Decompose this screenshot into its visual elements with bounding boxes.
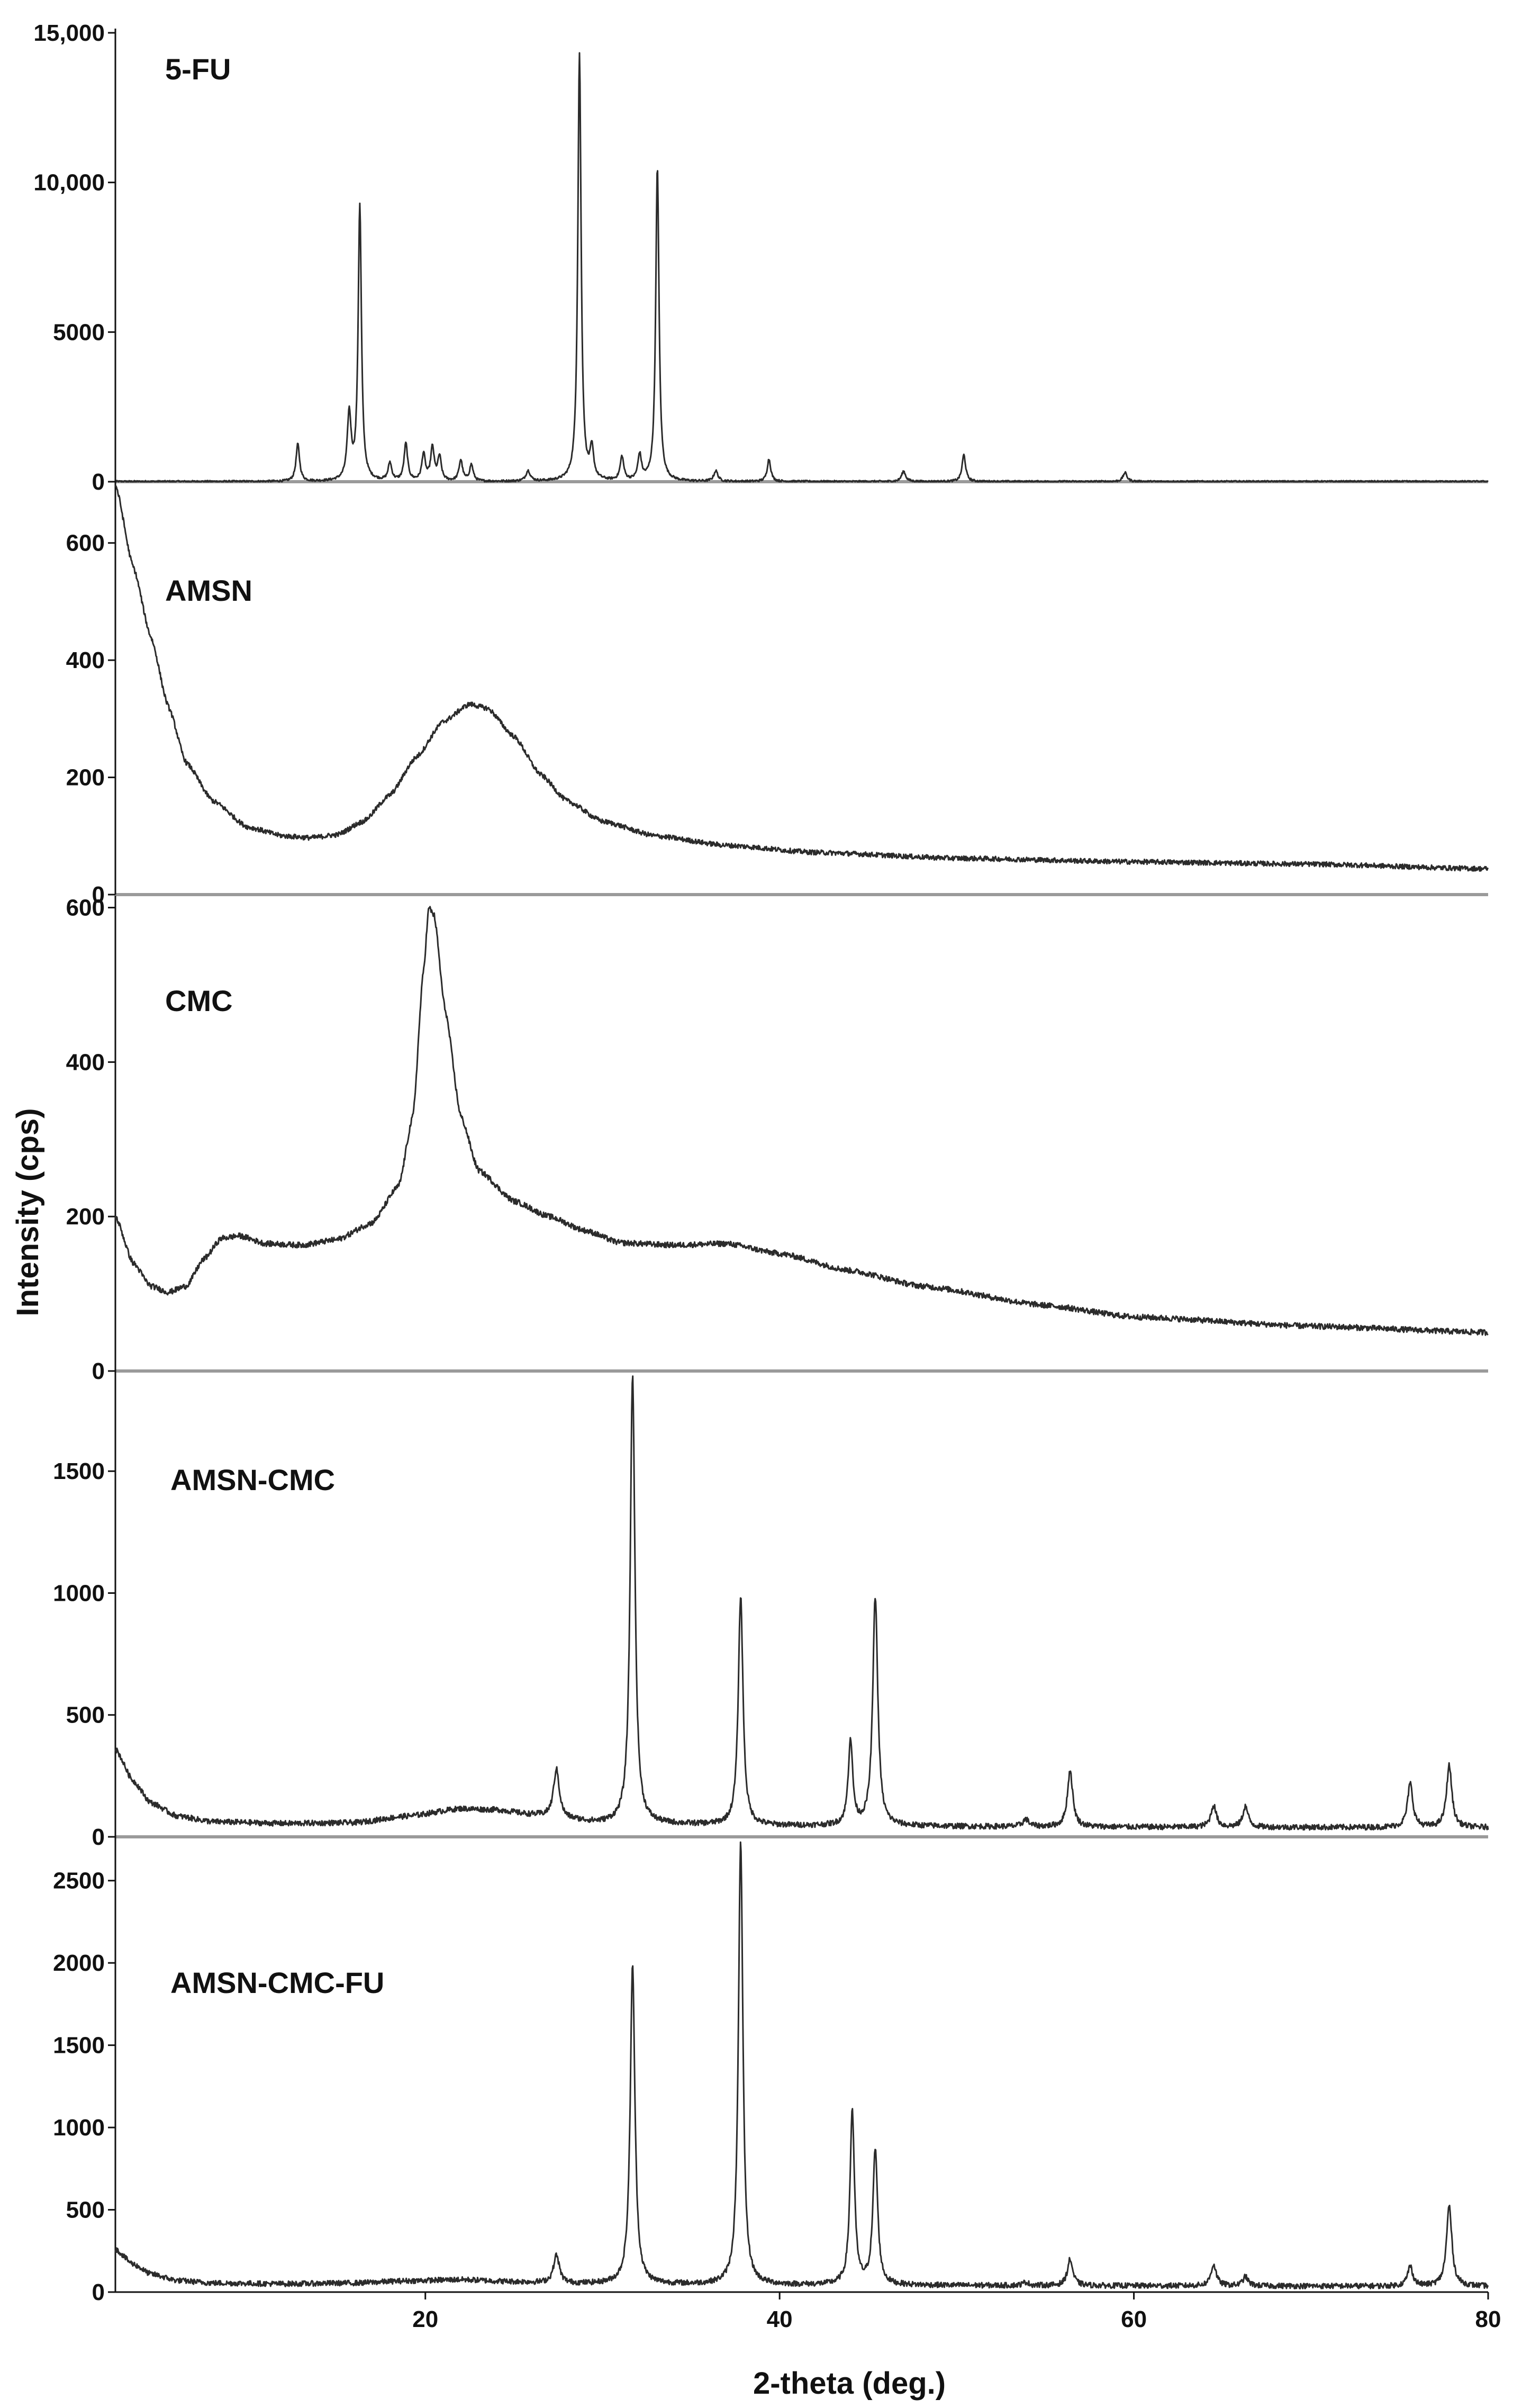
y-tick-label: 10,000 (33, 170, 105, 196)
panel-label: CMC (165, 984, 233, 1017)
y-tick-label: 5000 (53, 319, 105, 345)
y-tick-label: 600 (66, 895, 105, 921)
panel-5-fu: 0 5000 10,000 15,000 5-FU (33, 20, 1489, 495)
y-tick-label: 0 (92, 882, 105, 908)
series-line-amsn (114, 485, 1489, 872)
y-tick-label: 400 (66, 647, 105, 673)
x-tick-label: 20 (412, 2306, 438, 2332)
y-tick-label: 0 (92, 1358, 105, 1384)
y-tick-label: 1000 (53, 2115, 105, 2141)
y-tick-label: 1000 (53, 1580, 105, 1606)
panel-amsn-cmc-fu: 0 500 1000 1500 2000 2500 AMSN-CMC-FU (53, 1835, 1489, 2305)
y-tick-label: 600 (66, 530, 105, 556)
x-axis: 20 40 60 80 (412, 2292, 1501, 2332)
panel-amsn: 0 200 400 600 AMSN (66, 480, 1489, 908)
y-tick-label: 1500 (53, 1458, 105, 1484)
y-tick-label: 2000 (53, 1950, 105, 1976)
panel-label: AMSN-CMC (170, 1463, 335, 1496)
y-tick-label: 400 (66, 1049, 105, 1075)
x-tick-label: 40 (767, 2306, 793, 2332)
y-tick-label: 500 (66, 1702, 105, 1728)
y-tick-label: 500 (66, 2197, 105, 2223)
y-tick-label: 1500 (53, 2033, 105, 2059)
series-line-amsn-cmc-fu (114, 1841, 1489, 2289)
series-line-5-fu (115, 52, 1489, 483)
y-axis-title: Intensity (cps) (11, 1108, 45, 1316)
panel-label: AMSN-CMC-FU (170, 1966, 384, 1999)
panel-amsn-cmc: 0 500 1000 1500 AMSN-CMC (53, 1369, 1489, 1850)
x-tick-label: 60 (1121, 2306, 1147, 2332)
panels-group: 0500010,00015,0005-FU0200400600AMSN02004… (33, 20, 1489, 2305)
y-tick-label: 200 (66, 765, 105, 791)
y-tick-label: 15,000 (33, 20, 105, 46)
series-line-amsn-cmc (114, 1375, 1489, 1831)
x-axis-title: 2-theta (deg.) (753, 2366, 946, 2401)
panel-cmc: 0 200 400 600 CMC (66, 895, 1489, 1384)
panel-label: AMSN (165, 574, 252, 607)
y-tick-label: 0 (92, 2279, 105, 2305)
y-tick-label: 0 (92, 1824, 105, 1850)
y-tick-label: 0 (92, 469, 105, 495)
y-tick-label: 2500 (53, 1868, 105, 1894)
series-line-cmc (114, 906, 1489, 1336)
y-tick-label: 200 (66, 1204, 105, 1230)
panel-label: 5-FU (165, 52, 231, 86)
x-tick-label: 80 (1475, 2306, 1501, 2332)
